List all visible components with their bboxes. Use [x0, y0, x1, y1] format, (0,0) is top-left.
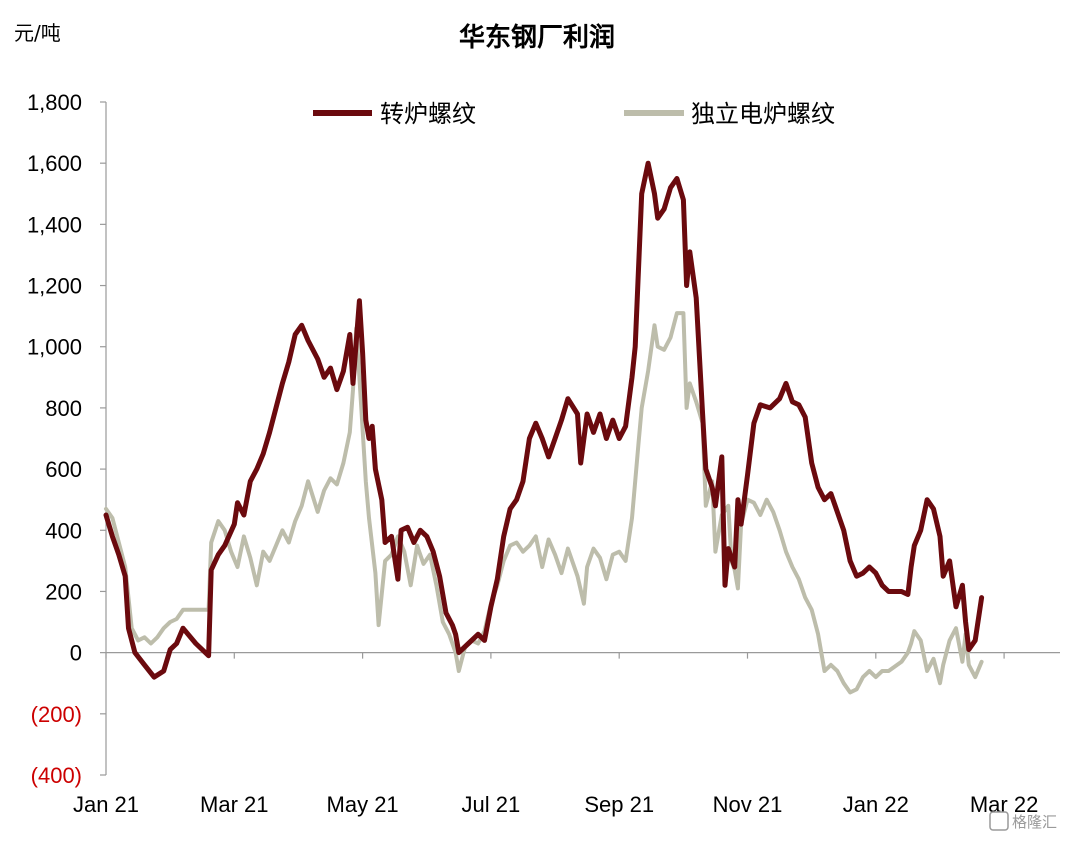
- y-tick-label: 1,200: [27, 274, 82, 299]
- y-tick-label: 200: [45, 579, 82, 604]
- y-axis-ticks: 1,800 1,600 1,400 1,200 1,000 800 600 400 200 0 (2…: [27, 90, 106, 788]
- series-line-1: [104, 311, 984, 695]
- legend-label-series-1: 独立电炉螺纹: [691, 100, 835, 128]
- x-tick-label: Mar 21: [200, 792, 268, 817]
- x-tick-label: Jan 22: [843, 792, 909, 817]
- y-tick-label: 1,600: [27, 151, 82, 176]
- y-tick-label: (200): [31, 702, 82, 727]
- y-tick-label: 800: [45, 396, 82, 421]
- y-tick-label: (400): [31, 763, 82, 788]
- x-tick-label: Mar 22: [970, 792, 1038, 817]
- x-tick-label: Jan 21: [73, 792, 139, 817]
- watermark-text: 格隆汇: [1012, 813, 1057, 831]
- x-tick-label: May 21: [327, 792, 399, 817]
- y-tick-label: 0: [70, 641, 82, 666]
- x-tick-label: Sep 21: [584, 792, 654, 817]
- series-lines: [103, 160, 985, 695]
- watermark-logo-icon: [989, 811, 1009, 831]
- y-tick-label: 1,400: [27, 212, 82, 237]
- chart-title: 华东钢厂利润: [459, 22, 615, 53]
- y-tick-label: 1,000: [27, 335, 82, 360]
- watermark: 格隆汇: [989, 811, 1057, 831]
- x-tick-label: Jul 21: [462, 792, 521, 817]
- x-tick-label: Nov 21: [713, 792, 783, 817]
- legend-label-series-0: 转炉螺纹: [380, 100, 476, 128]
- y-tick-label: 600: [45, 457, 82, 482]
- y-tick-label: 1,800: [27, 90, 82, 115]
- series-line-0: [103, 160, 985, 680]
- y-unit-label: 元/吨: [14, 21, 61, 45]
- x-axis-ticks: Jan 21 Mar 21 May 21 Jul 21 Sep 21 Nov 21 Jan …: [73, 652, 1038, 817]
- y-tick-label: 400: [45, 518, 82, 543]
- legend: 转炉螺纹 独立电炉螺纹: [313, 100, 835, 128]
